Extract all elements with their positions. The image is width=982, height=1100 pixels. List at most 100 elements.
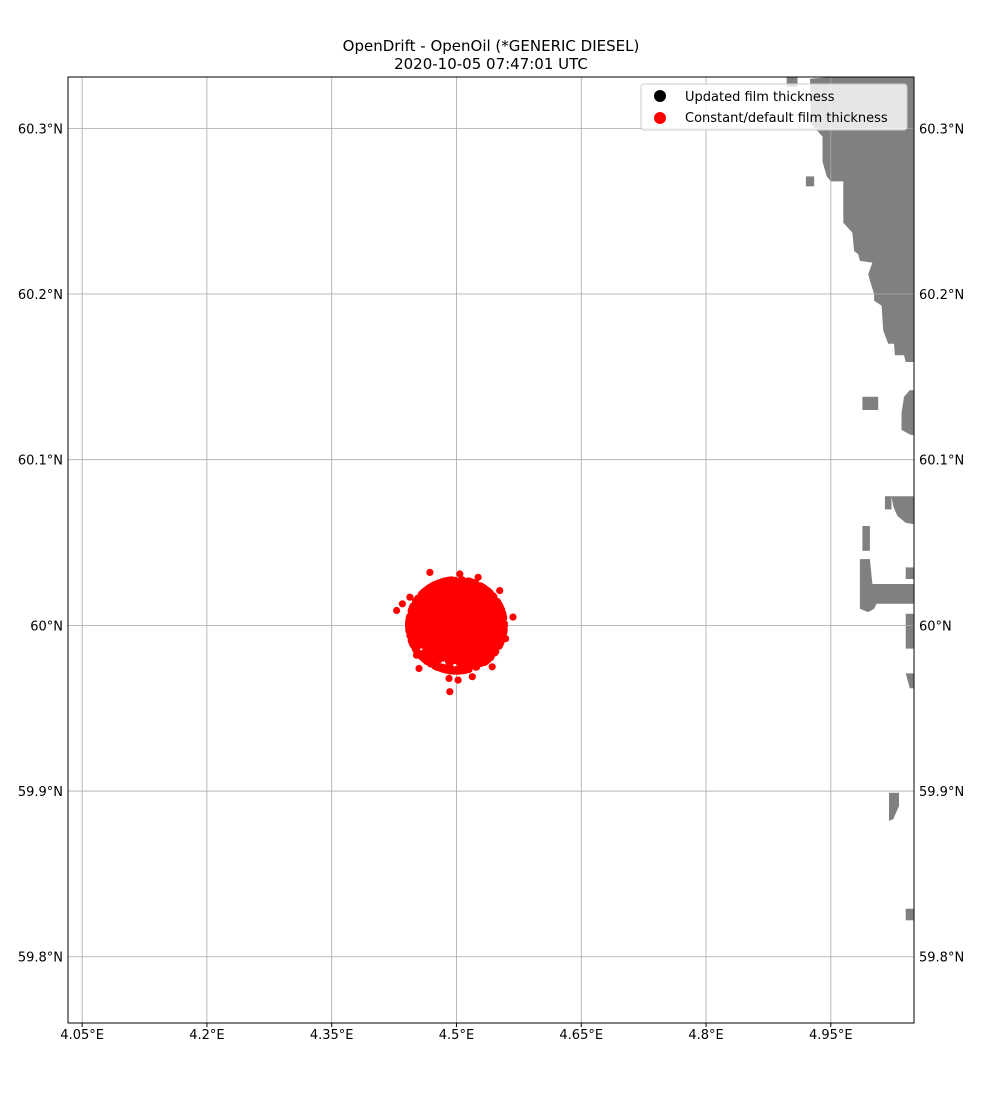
x-tick-label: 4.35°E <box>310 1028 354 1043</box>
y-axis-ticks: 59.8°N 59.8°N 59.9°N 59.9°N 60°N 60°N 60.1°N 60… <box>18 122 964 965</box>
y-tick-label-left: 59.8°N <box>18 951 63 966</box>
particle-point <box>469 598 477 606</box>
land-layer <box>786 77 914 921</box>
particle-point <box>475 588 483 596</box>
particle-point <box>458 622 466 630</box>
particle-point <box>447 613 455 621</box>
particle-point <box>427 586 435 594</box>
particle-point <box>468 645 476 654</box>
chart-subtitle: 2020-10-05 07:47:01 UTC <box>394 55 588 73</box>
particle-point <box>496 587 504 595</box>
land-polygon <box>884 496 892 510</box>
particle-point <box>442 649 450 657</box>
particle-point <box>467 626 475 634</box>
particle-layer <box>393 568 517 696</box>
particle-point <box>509 613 517 621</box>
legend-marker-updated <box>654 90 666 102</box>
particle-point <box>445 674 453 683</box>
land-polygon <box>905 908 914 921</box>
particle-point <box>451 634 460 642</box>
y-tick-label-left: 60.1°N <box>18 454 63 469</box>
y-tick-label-left: 60.3°N <box>18 122 63 137</box>
particle-point <box>435 618 443 626</box>
particle-point <box>407 631 415 639</box>
particle-point <box>446 607 454 615</box>
x-tick-label: 4.95°E <box>809 1028 853 1043</box>
particle-point <box>452 583 460 591</box>
particle-point <box>476 604 484 612</box>
particle-point <box>412 651 421 659</box>
particle-point <box>418 590 426 598</box>
legend-label-constant: Constant/default film thickness <box>685 111 888 126</box>
land-polygon <box>889 792 899 821</box>
particle-point <box>468 673 476 681</box>
particle-point <box>454 667 462 675</box>
particle-point <box>491 648 500 656</box>
particle-point <box>447 597 455 605</box>
particle-point <box>430 639 438 647</box>
particle-point <box>495 642 503 650</box>
particle-point <box>464 663 472 671</box>
plot-frame <box>67 76 915 1024</box>
particle-point <box>427 614 435 622</box>
particle-point <box>406 593 414 601</box>
particle-point <box>461 631 470 640</box>
particle-point <box>474 573 482 581</box>
x-tick-label: 4.65°E <box>559 1028 603 1043</box>
x-tick-label: 4.5°E <box>439 1028 474 1043</box>
particle-point <box>393 606 401 615</box>
land-polygon <box>905 613 914 649</box>
particle-point <box>489 621 497 629</box>
x-tick-label: 4.05°E <box>60 1028 104 1043</box>
particle-point <box>420 655 428 663</box>
land-polygon <box>862 526 870 551</box>
gridlines <box>68 77 914 1023</box>
particle-point <box>473 663 481 671</box>
particle-point <box>485 613 493 621</box>
land-polygon <box>905 567 914 579</box>
particle-point <box>461 655 469 663</box>
particle-point <box>424 592 432 600</box>
particle-point <box>413 625 421 633</box>
particle-point <box>440 627 448 635</box>
particle-point <box>444 657 452 665</box>
particle-point <box>498 608 506 617</box>
particle-point <box>488 663 496 671</box>
particle-point <box>475 582 483 591</box>
y-tick-label-right: 60.2°N <box>919 288 964 303</box>
particle-point <box>467 657 475 666</box>
legend: Updated film thickness Constant/default … <box>640 83 908 131</box>
particle-point <box>424 628 432 637</box>
particle-point <box>449 626 457 634</box>
land-polygon <box>862 396 879 410</box>
legend-label-updated: Updated film thickness <box>685 90 835 105</box>
y-tick-label-right: 60°N <box>919 619 952 634</box>
particle-point <box>478 625 486 633</box>
y-tick-label-right: 60.3°N <box>919 122 964 137</box>
x-tick-label: 4.8°E <box>688 1028 723 1043</box>
x-tick-label: 4.2°E <box>189 1028 224 1043</box>
y-tick-label-right: 60.1°N <box>919 454 964 469</box>
particle-point <box>411 639 419 647</box>
particle-point <box>436 649 445 657</box>
particle-point <box>502 635 510 643</box>
chart-title: OpenDrift - OpenOil (*GENERIC DIESEL) <box>343 37 640 55</box>
particle-point <box>415 618 423 627</box>
particle-point <box>454 593 462 601</box>
particle-point <box>454 676 462 684</box>
particle-point <box>456 570 464 578</box>
particle-point <box>436 664 444 672</box>
particle-point <box>441 578 449 587</box>
particle-point <box>459 645 468 653</box>
land-polygon <box>901 390 914 435</box>
particle-point <box>458 601 466 609</box>
y-tick-label-left: 60°N <box>30 619 63 634</box>
particle-point <box>441 610 449 618</box>
y-tick-label-right: 59.8°N <box>919 951 964 966</box>
particle-point <box>465 591 473 599</box>
y-tick-label-right: 59.9°N <box>919 785 964 800</box>
legend-box <box>640 83 908 131</box>
particle-point <box>466 577 474 586</box>
